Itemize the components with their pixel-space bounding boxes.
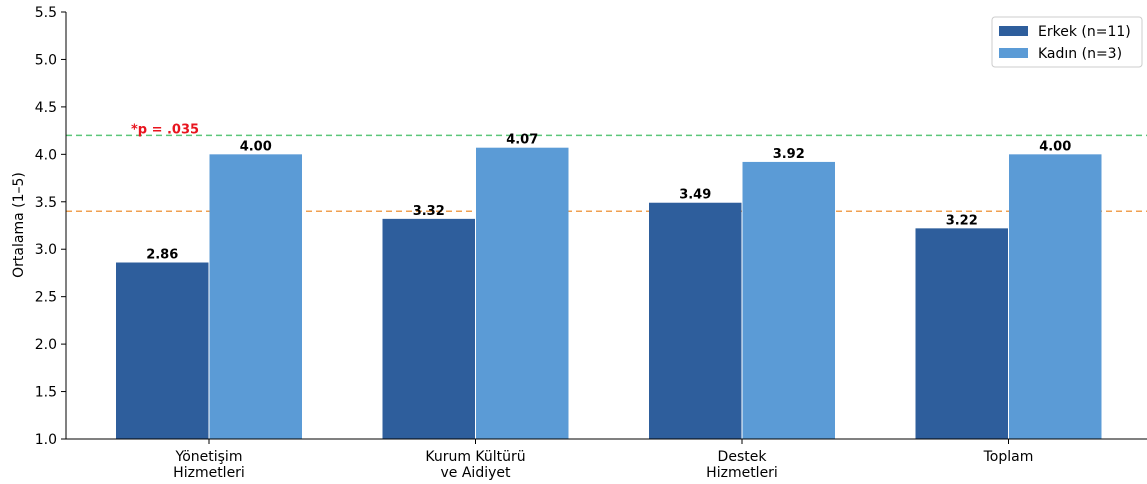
annotations: *p = .035 [131,122,199,137]
significance-annotation: *p = .035 [131,122,199,137]
axes [65,12,1147,440]
y-tick-label: 2.5 [35,290,57,306]
bar-kad-n-4 [1009,154,1102,440]
y-tick-label: 5.0 [35,52,57,68]
legend-box [991,16,1143,68]
y-tick-label: 1.0 [35,432,57,448]
y-tick-label: 4.0 [35,147,57,163]
bar-value-label: 4.00 [1039,139,1071,154]
legend-swatch-kadin [999,48,1028,58]
x-tick-label-line: Destek [718,449,768,465]
y-tick-label: 2.0 [35,337,57,353]
x-tick-label-line: ve Aidiyet [441,465,511,481]
bar-erkek-3 [649,202,742,439]
bar-erkek-4 [915,228,1008,439]
x-tick-label: Yönetişim Hizmetleri [173,449,245,481]
bar-erkek-1 [116,262,209,439]
bar-kad-n-2 [476,147,569,440]
bar-value-label: 2.86 [146,248,178,263]
bar-value-label: 3.92 [773,147,805,162]
bar-value-labels: 2.86 4.00 3.32 4.07 3.49 3.92 3.22 4.00 [146,133,1071,263]
x-tick-label-line: Toplam [983,449,1034,465]
y-tick-label: 4.5 [35,100,57,116]
bar-kad-n-1 [209,154,302,440]
bar-erkek-2 [382,218,475,439]
x-tick-label: Kurum Kültürü ve Aidiyet [425,449,525,481]
legend: Erkek (n=11) Kadın (n=3) [991,16,1143,68]
bar-value-label: 4.07 [506,133,538,148]
y-tick-label: 5.5 [35,5,57,21]
legend-swatch-erkek [999,26,1028,36]
x-tick-label-line: Hizmetleri [706,465,778,481]
bar-value-label: 3.49 [679,188,711,203]
x-tick-label-line: Kurum Kültürü [425,449,525,465]
y-tick-label: 3.0 [35,242,57,258]
y-tick-label: 1.5 [35,385,57,401]
x-tick-label-line: Hizmetleri [173,465,245,481]
legend-label-erkek: Erkek (n=11) [1038,24,1131,40]
bar-value-label: 3.22 [946,213,978,228]
x-tick-label: Toplam [983,449,1034,465]
x-tick-label-line: Yönetişim [175,449,243,465]
y-axis-label: Ortalama (1–5) [11,172,27,278]
bar-kad-n-3 [742,161,835,439]
legend-label-kadin: Kadın (n=3) [1038,46,1122,62]
x-tick-label: Destek Hizmetleri [706,449,778,481]
bar-value-label: 3.32 [413,204,445,219]
bars [116,147,1102,440]
y-tick-label: 3.5 [35,195,57,211]
bar-value-label: 4.00 [240,139,272,154]
y-ticks: 1.0 1.5 2.0 2.5 3.0 3.5 4.0 4.5 5.0 5.5 [35,5,66,448]
